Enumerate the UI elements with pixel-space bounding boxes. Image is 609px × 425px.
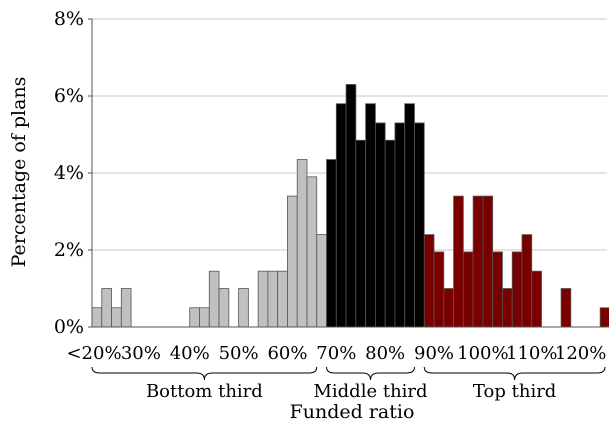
y-tick-label: 4% <box>54 162 84 184</box>
histogram-bar <box>208 270 220 328</box>
group-bracket <box>91 366 318 381</box>
y-tick-label: 0% <box>54 316 84 338</box>
histogram-bar <box>218 288 230 328</box>
histogram-bar <box>287 195 298 328</box>
histogram-bar <box>316 234 327 328</box>
histogram-bar <box>511 251 523 328</box>
histogram-bar <box>335 103 347 328</box>
group-label: Top third <box>473 381 556 402</box>
x-tick-label: <20% <box>66 343 121 364</box>
group-bracket <box>326 366 415 381</box>
histogram-bar <box>267 270 279 328</box>
y-axis-label: Percentage of plans <box>8 77 30 268</box>
group-label: Middle third <box>313 381 427 402</box>
x-tick-label: 80% <box>365 343 405 364</box>
histogram-bar <box>238 288 249 328</box>
group-bracket <box>423 366 606 381</box>
histogram-bar <box>462 251 474 328</box>
histogram-bar <box>521 234 533 328</box>
histogram-bar <box>306 176 318 328</box>
y-tick-label: 6% <box>54 85 84 107</box>
group-label: Bottom third <box>146 381 263 402</box>
histogram-bar <box>277 270 288 328</box>
histogram-bar <box>365 103 376 328</box>
histogram-bars <box>91 84 609 328</box>
x-tick-label: 100% <box>457 343 508 364</box>
histogram-bar <box>423 234 435 328</box>
x-tick-label: 70% <box>316 343 356 364</box>
histogram-bar <box>404 103 415 328</box>
histogram-bar <box>120 288 132 328</box>
x-tick-label: 120% <box>555 343 606 364</box>
histogram-bar <box>326 159 337 328</box>
x-tick-labels: <20% 30% 40% 50% 60% 70% 80% 90% 100%110%120% <box>66 343 606 364</box>
x-tick-label: 50% <box>219 343 259 364</box>
histogram-bar <box>189 307 200 328</box>
histogram-bar <box>433 251 445 328</box>
histogram-bar <box>394 122 406 328</box>
histogram-bar <box>531 270 542 328</box>
histogram-bar <box>414 122 425 328</box>
histogram-bar <box>91 307 103 328</box>
histogram-bar <box>599 307 609 328</box>
histogram-bar <box>345 84 357 328</box>
histogram-bar <box>482 195 494 328</box>
histogram-bar <box>384 139 396 328</box>
y-tick-label: 8% <box>54 8 84 30</box>
histogram-bar <box>257 270 269 328</box>
histogram-bar <box>560 288 572 328</box>
histogram-bar <box>111 307 122 328</box>
histogram-bar <box>472 195 484 328</box>
x-tick-label: 40% <box>170 343 210 364</box>
group-brackets: Bottom third Middle third Top third <box>91 366 606 402</box>
x-axis-label: Funded ratio <box>290 401 415 423</box>
y-tick-labels: 0% 2% 4% 6% 8% <box>54 8 92 338</box>
histogram-bar <box>296 159 308 328</box>
histogram-bar <box>355 139 367 328</box>
histogram-bar <box>502 288 513 328</box>
x-tick-label: 110% <box>506 343 557 364</box>
histogram-bar <box>199 307 210 328</box>
histogram-bar <box>453 195 464 328</box>
y-tick-label: 2% <box>54 239 84 261</box>
histogram-bar <box>374 122 386 328</box>
histogram-bar <box>492 251 503 328</box>
x-tick-label: 90% <box>414 343 454 364</box>
x-tick-label: 30% <box>121 343 161 364</box>
histogram-bar <box>443 288 454 328</box>
x-tick-label: 60% <box>267 343 307 364</box>
histogram-bar <box>101 288 112 328</box>
